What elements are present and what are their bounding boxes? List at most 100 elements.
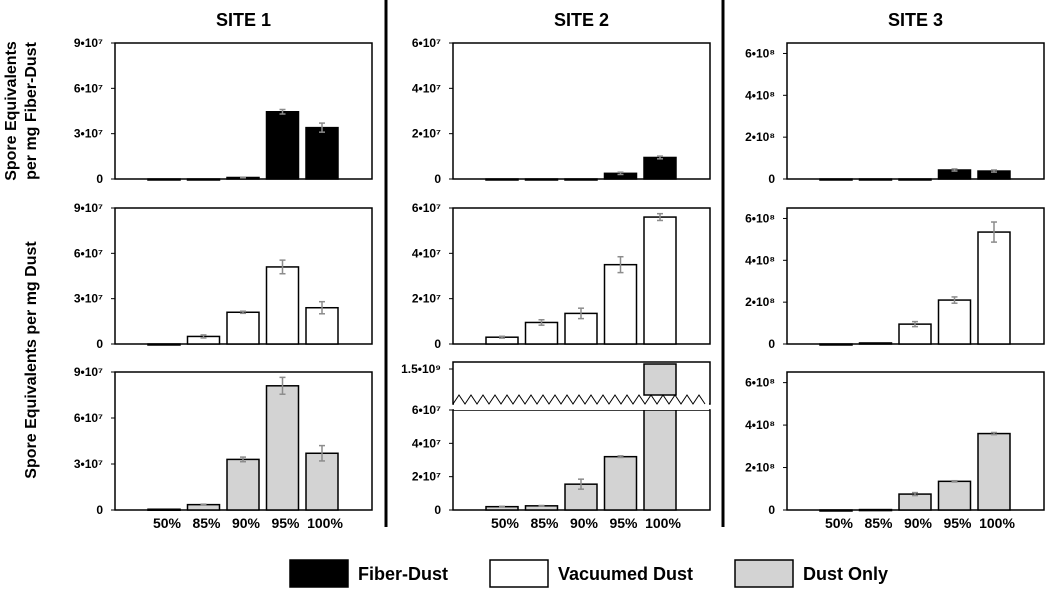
y-tick-label: 4•10⁸: [745, 88, 775, 102]
bar: [147, 178, 181, 181]
y-tick-label: 2•10⁷: [412, 292, 441, 306]
legend-swatch: [734, 559, 794, 588]
bar: [643, 409, 677, 511]
x-tick-label: 85%: [530, 515, 559, 531]
bar: [819, 178, 853, 181]
y-tick-label: 1.5•10⁹: [401, 362, 441, 376]
bar: [305, 306, 339, 345]
y-tick-label: 6•10⁷: [74, 81, 103, 95]
y-tick-label: 2•10⁸: [745, 461, 775, 475]
bar: [819, 509, 853, 512]
bar: [898, 178, 932, 181]
legend-label: Fiber-Dust: [358, 564, 448, 584]
y-tick-label: 4•10⁷: [412, 81, 441, 95]
x-tick-label: 50%: [153, 515, 182, 531]
y-tick-label: 6•10⁸: [745, 211, 775, 225]
y-tick-label: 2•10⁸: [745, 295, 775, 309]
y-tick-label: 6•10⁷: [74, 411, 103, 425]
legend-swatch: [489, 559, 549, 588]
legend: Fiber-Dust Vacuumed Dust Dust Only: [289, 559, 888, 588]
legend-label: Dust Only: [803, 564, 888, 584]
y-tick-label: 6•10⁷: [412, 403, 441, 417]
bar: [186, 178, 221, 181]
y-tick-label: 9•10⁷: [74, 201, 103, 215]
plot-frame: [786, 42, 1045, 180]
y-tick-label: 4•10⁸: [745, 253, 775, 267]
y-tick-label: 0: [768, 172, 775, 186]
y-tick-label: 6•10⁷: [74, 246, 103, 260]
site-title: SITE 1: [216, 10, 271, 30]
bar: [603, 263, 638, 345]
y-axis-title-dust: Spore Equivalents per mg Dust: [23, 241, 40, 479]
bar: [643, 216, 677, 345]
y-tick-label: 0: [434, 172, 441, 186]
bar: [265, 111, 300, 180]
y-tick-label: 6•10⁷: [412, 201, 441, 215]
bar: [226, 311, 260, 345]
y-tick-label: 2•10⁷: [412, 127, 441, 141]
x-tick-label: 85%: [192, 515, 221, 531]
site-title: SITE 2: [554, 10, 609, 30]
bar: [265, 266, 300, 345]
y-tick-label: 0: [768, 503, 775, 517]
y-tick-label: 6•10⁸: [745, 376, 775, 390]
x-tick-label: 90%: [570, 515, 599, 531]
bar: [265, 385, 300, 511]
bar: [524, 178, 559, 181]
y-axis-title-fiber-dust-line2: per mg Fiber-Dust: [23, 41, 40, 179]
bar-upper-segment: [643, 363, 677, 396]
y-tick-label: 0: [434, 503, 441, 517]
bar: [858, 342, 893, 345]
y-tick-label: 0: [96, 337, 103, 351]
x-tick-label: 95%: [271, 515, 300, 531]
y-axis-title-fiber-dust-line1: Spore Equivalents: [3, 41, 20, 181]
bar: [898, 493, 932, 511]
axis-break-gap: [454, 396, 709, 410]
bar: [147, 343, 181, 346]
y-tick-label: 9•10⁷: [74, 365, 103, 379]
bar: [603, 455, 638, 511]
y-tick-label: 0: [96, 503, 103, 517]
bar: [305, 126, 339, 180]
y-tick-label: 0: [768, 337, 775, 351]
y-tick-label: 6•10⁸: [745, 46, 775, 60]
y-tick-label: 0: [434, 337, 441, 351]
y-tick-label: 4•10⁷: [412, 436, 441, 450]
x-tick-label: 100%: [307, 515, 343, 531]
y-tick-label: 4•10⁸: [745, 418, 775, 432]
bar: [819, 343, 853, 346]
x-tick-label: 50%: [825, 515, 854, 531]
y-tick-label: 4•10⁷: [412, 246, 441, 260]
y-tick-label: 0: [96, 172, 103, 186]
x-tick-label: 100%: [979, 515, 1015, 531]
plot-frame: [452, 42, 711, 180]
bar: [643, 156, 677, 180]
x-tick-label: 95%: [943, 515, 972, 531]
bar: [977, 432, 1011, 511]
y-tick-label: 3•10⁷: [74, 457, 103, 471]
y-tick-label: 3•10⁷: [74, 292, 103, 306]
bar: [226, 458, 260, 511]
axis-break-zigzag: [452, 394, 706, 405]
bar: [977, 231, 1011, 345]
bar: [858, 178, 893, 181]
bar: [564, 178, 598, 181]
bar: [147, 508, 181, 511]
site-title: SITE 3: [888, 10, 943, 30]
y-tick-label: 2•10⁷: [412, 470, 441, 484]
bar: [858, 508, 893, 512]
y-tick-label: 3•10⁷: [74, 127, 103, 141]
y-tick-label: 2•10⁸: [745, 130, 775, 144]
x-tick-label: 85%: [864, 515, 893, 531]
x-tick-label: 100%: [645, 515, 681, 531]
x-tick-label: 95%: [609, 515, 638, 531]
x-tick-label: 90%: [904, 515, 933, 531]
x-tick-label: 50%: [491, 515, 520, 531]
y-tick-label: 6•10⁷: [412, 36, 441, 50]
y-tick-label: 9•10⁷: [74, 36, 103, 50]
bar: [485, 178, 519, 181]
bar: [937, 480, 972, 511]
legend-swatch: [289, 559, 349, 588]
bar: [937, 299, 972, 345]
